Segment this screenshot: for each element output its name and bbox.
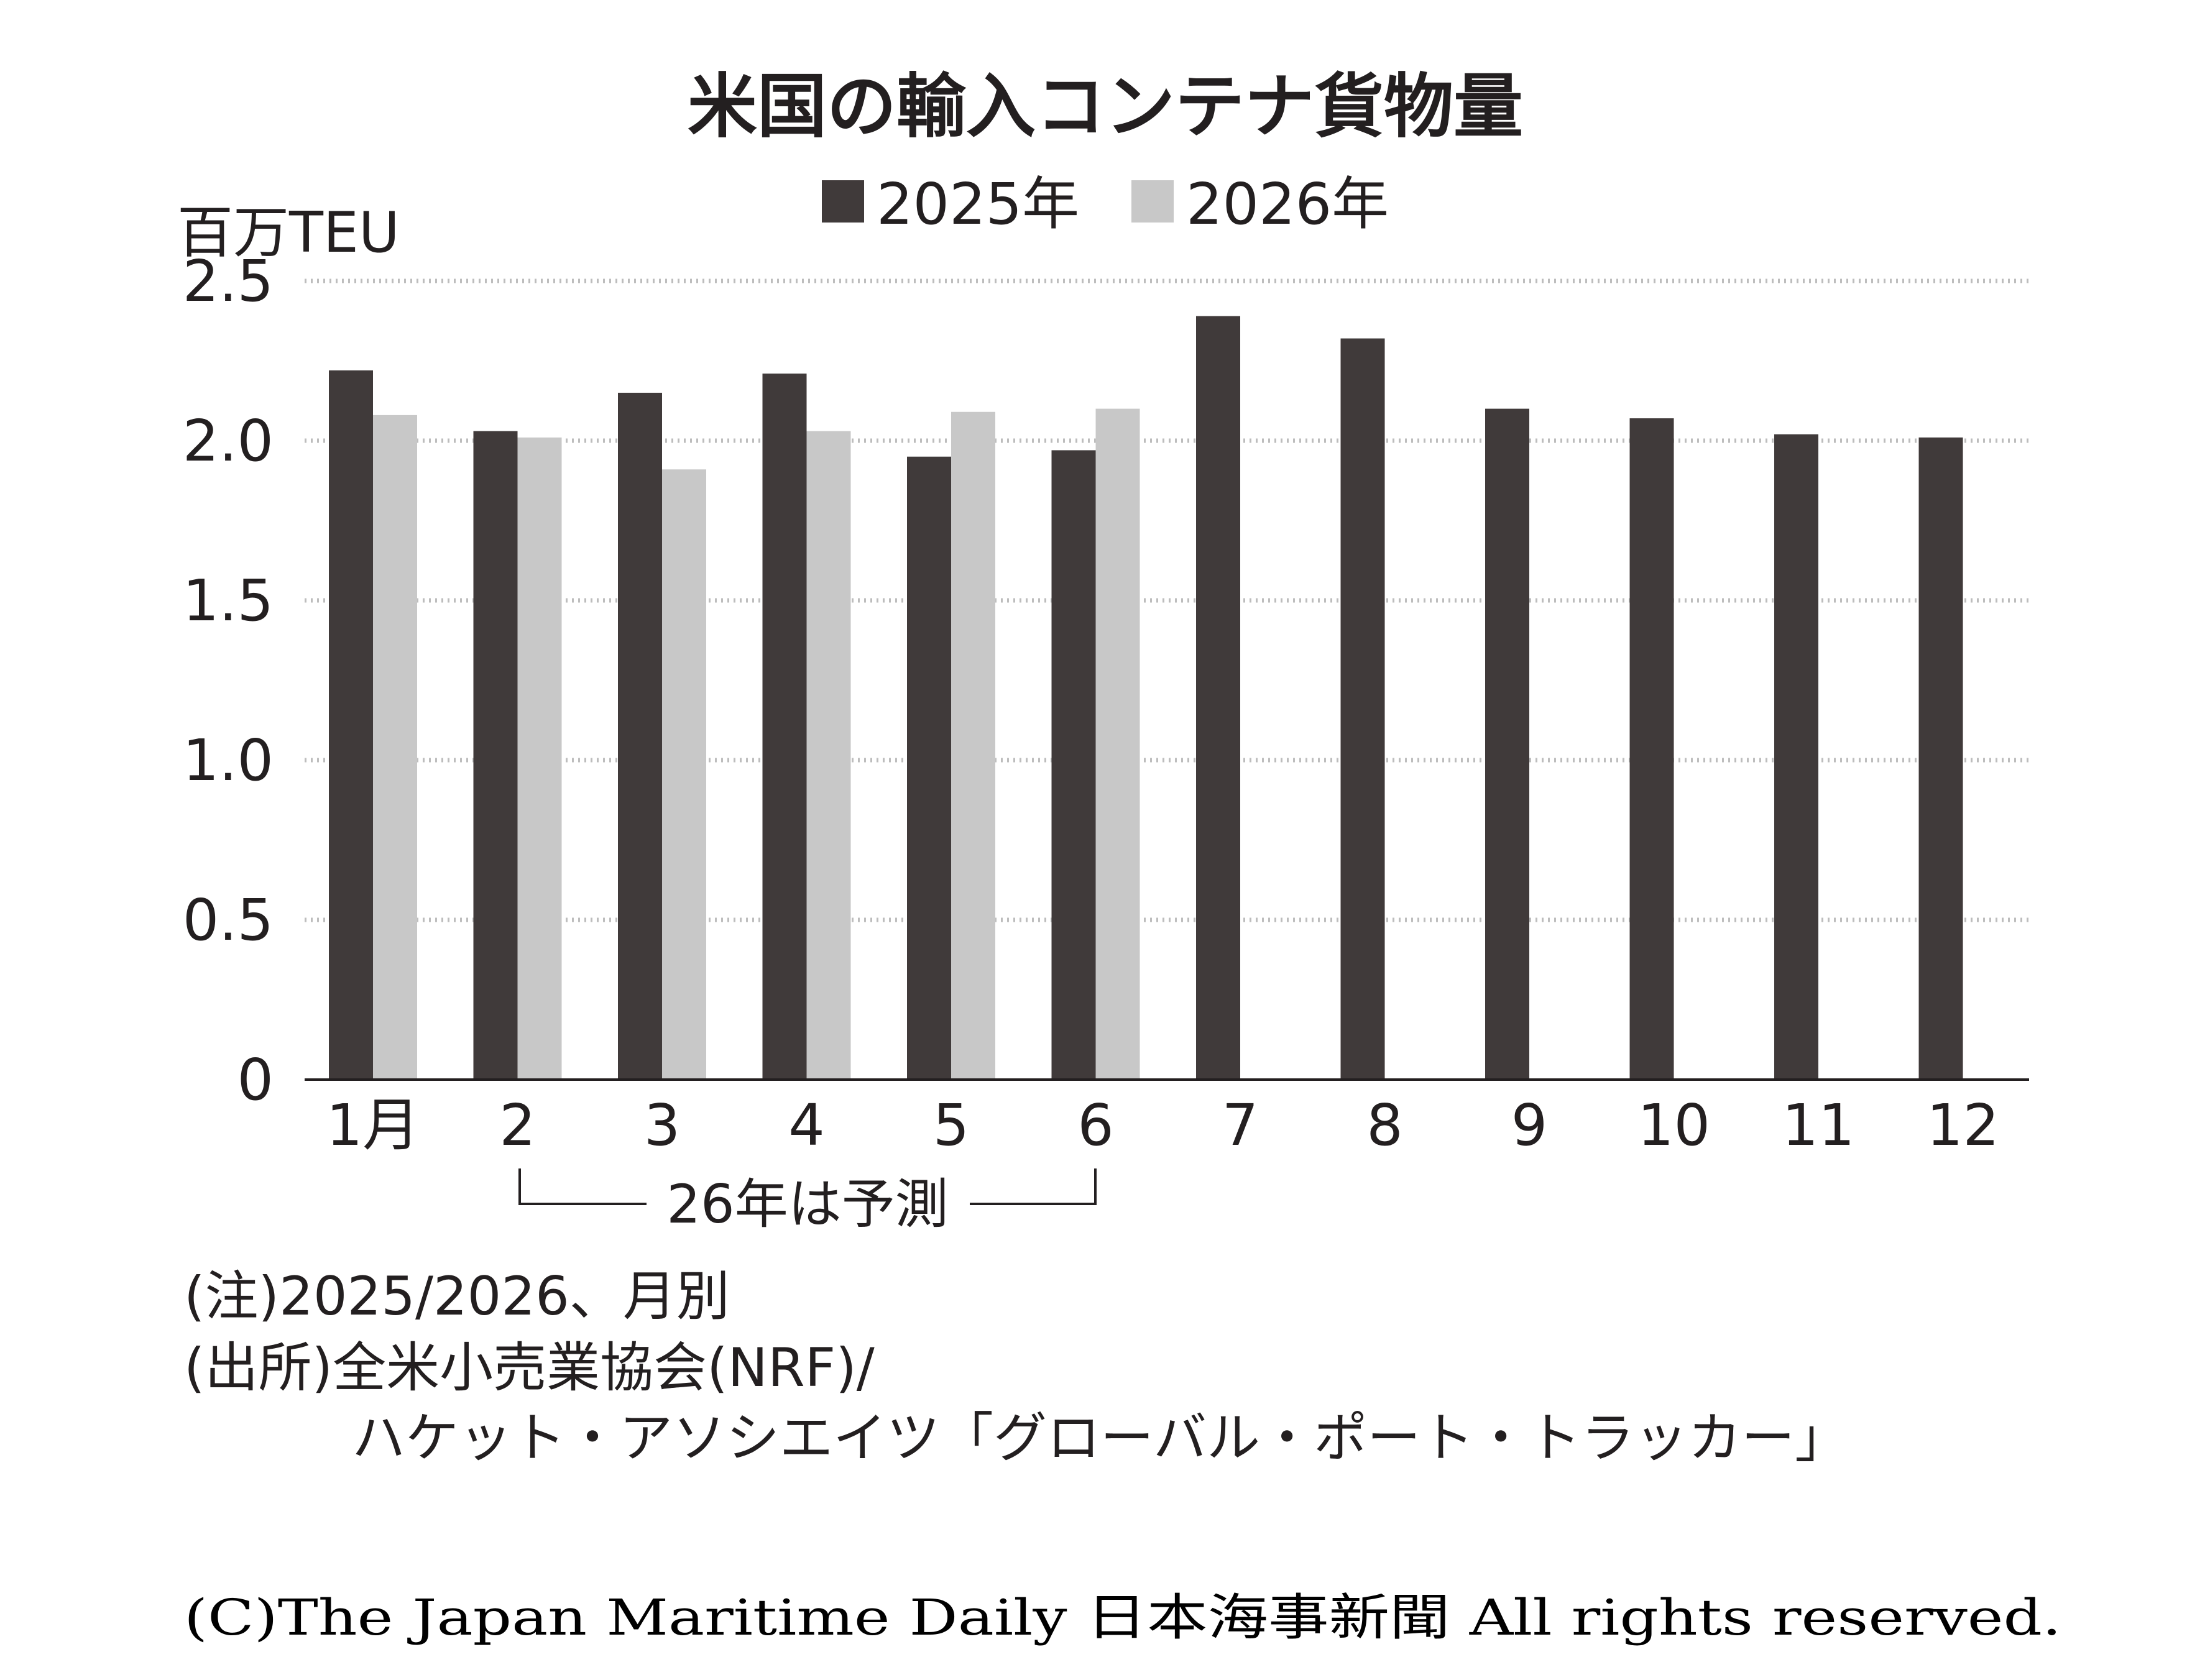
- bar-2025年-4: [762, 374, 807, 1080]
- x-tick-label: 2: [499, 1092, 536, 1159]
- bar-2025年-3: [618, 392, 662, 1080]
- legend-label-2025: 2025年: [877, 171, 1079, 237]
- bar-2025年-8: [1340, 338, 1385, 1080]
- copyright-text: (C)The Japan Maritime Daily 日本海事新聞 All r…: [184, 1589, 2061, 1646]
- bar-2025年-10: [1629, 418, 1674, 1080]
- x-tick-label: 8: [1366, 1092, 1403, 1159]
- source-text-line2: ハケット・アソシエイツ「グローバル・ポート・トラッカー」: [352, 1407, 1848, 1469]
- chart-title: 米国の輸入コンテナ貨物量: [688, 67, 1523, 147]
- y-axis-unit-label: 百万TEU: [177, 200, 400, 265]
- bar-2026年-4: [806, 431, 851, 1080]
- legend: 2025年 2026年: [822, 171, 1389, 237]
- x-tick-label: 1月: [326, 1092, 420, 1159]
- x-tick-label: 7: [1222, 1092, 1259, 1159]
- x-tick-label: 4: [788, 1092, 825, 1159]
- bar-2025年-9: [1485, 408, 1529, 1080]
- bar-2026年-3: [662, 469, 706, 1080]
- forecast-annotation: 26年は予測: [666, 1173, 948, 1236]
- source-text-line1: (出所)全米小売業協会(NRF)/: [184, 1337, 875, 1399]
- bar-2025年-5: [907, 456, 951, 1080]
- bar-2025年-7: [1196, 316, 1240, 1080]
- forecast-bracket: 26年は予測: [518, 1168, 1097, 1236]
- legend-label-2026: 2026年: [1186, 171, 1389, 237]
- y-tick-label: 1.5: [183, 567, 274, 634]
- note-text: (注)2025/2026、月別: [184, 1265, 730, 1328]
- bar-2026年-2: [517, 437, 562, 1080]
- forecast-bracket-left: [518, 1168, 647, 1205]
- bar-2026年-6: [1095, 408, 1140, 1080]
- y-tick-label: 2.0: [183, 408, 274, 474]
- forecast-bracket-right: [970, 1168, 1097, 1205]
- bar-2025年-11: [1774, 434, 1818, 1080]
- y-tick-label: 1.0: [183, 727, 274, 794]
- legend-swatch-2026: [1131, 180, 1174, 223]
- y-tick-label: 2.5: [183, 248, 274, 314]
- bar-2026年-1月: [373, 415, 417, 1080]
- x-tick-label: 11: [1782, 1092, 1854, 1159]
- y-tick-label: 0: [237, 1047, 274, 1113]
- x-tick-label: 12: [1927, 1092, 1999, 1159]
- bar-2025年-2: [473, 431, 518, 1080]
- x-tick-label: 9: [1511, 1092, 1548, 1159]
- bar-2025年-6: [1051, 450, 1096, 1080]
- x-tick-label: 3: [644, 1092, 681, 1159]
- bar-2026年-5: [951, 411, 995, 1080]
- x-tick-label: 5: [933, 1092, 970, 1159]
- x-tick-label: 10: [1637, 1092, 1710, 1159]
- bar-2025年-1月: [329, 370, 373, 1080]
- legend-swatch-2025: [822, 180, 864, 223]
- x-tick-label: 6: [1077, 1092, 1114, 1159]
- y-tick-label: 0.5: [183, 887, 274, 953]
- bar-2025年-12: [1918, 437, 1963, 1080]
